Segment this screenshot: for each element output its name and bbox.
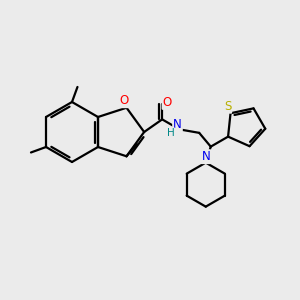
Text: S: S: [224, 100, 231, 113]
Text: N: N: [173, 118, 182, 131]
Text: N: N: [201, 150, 210, 163]
Text: O: O: [119, 94, 128, 107]
Text: O: O: [163, 96, 172, 109]
Text: H: H: [167, 128, 174, 138]
